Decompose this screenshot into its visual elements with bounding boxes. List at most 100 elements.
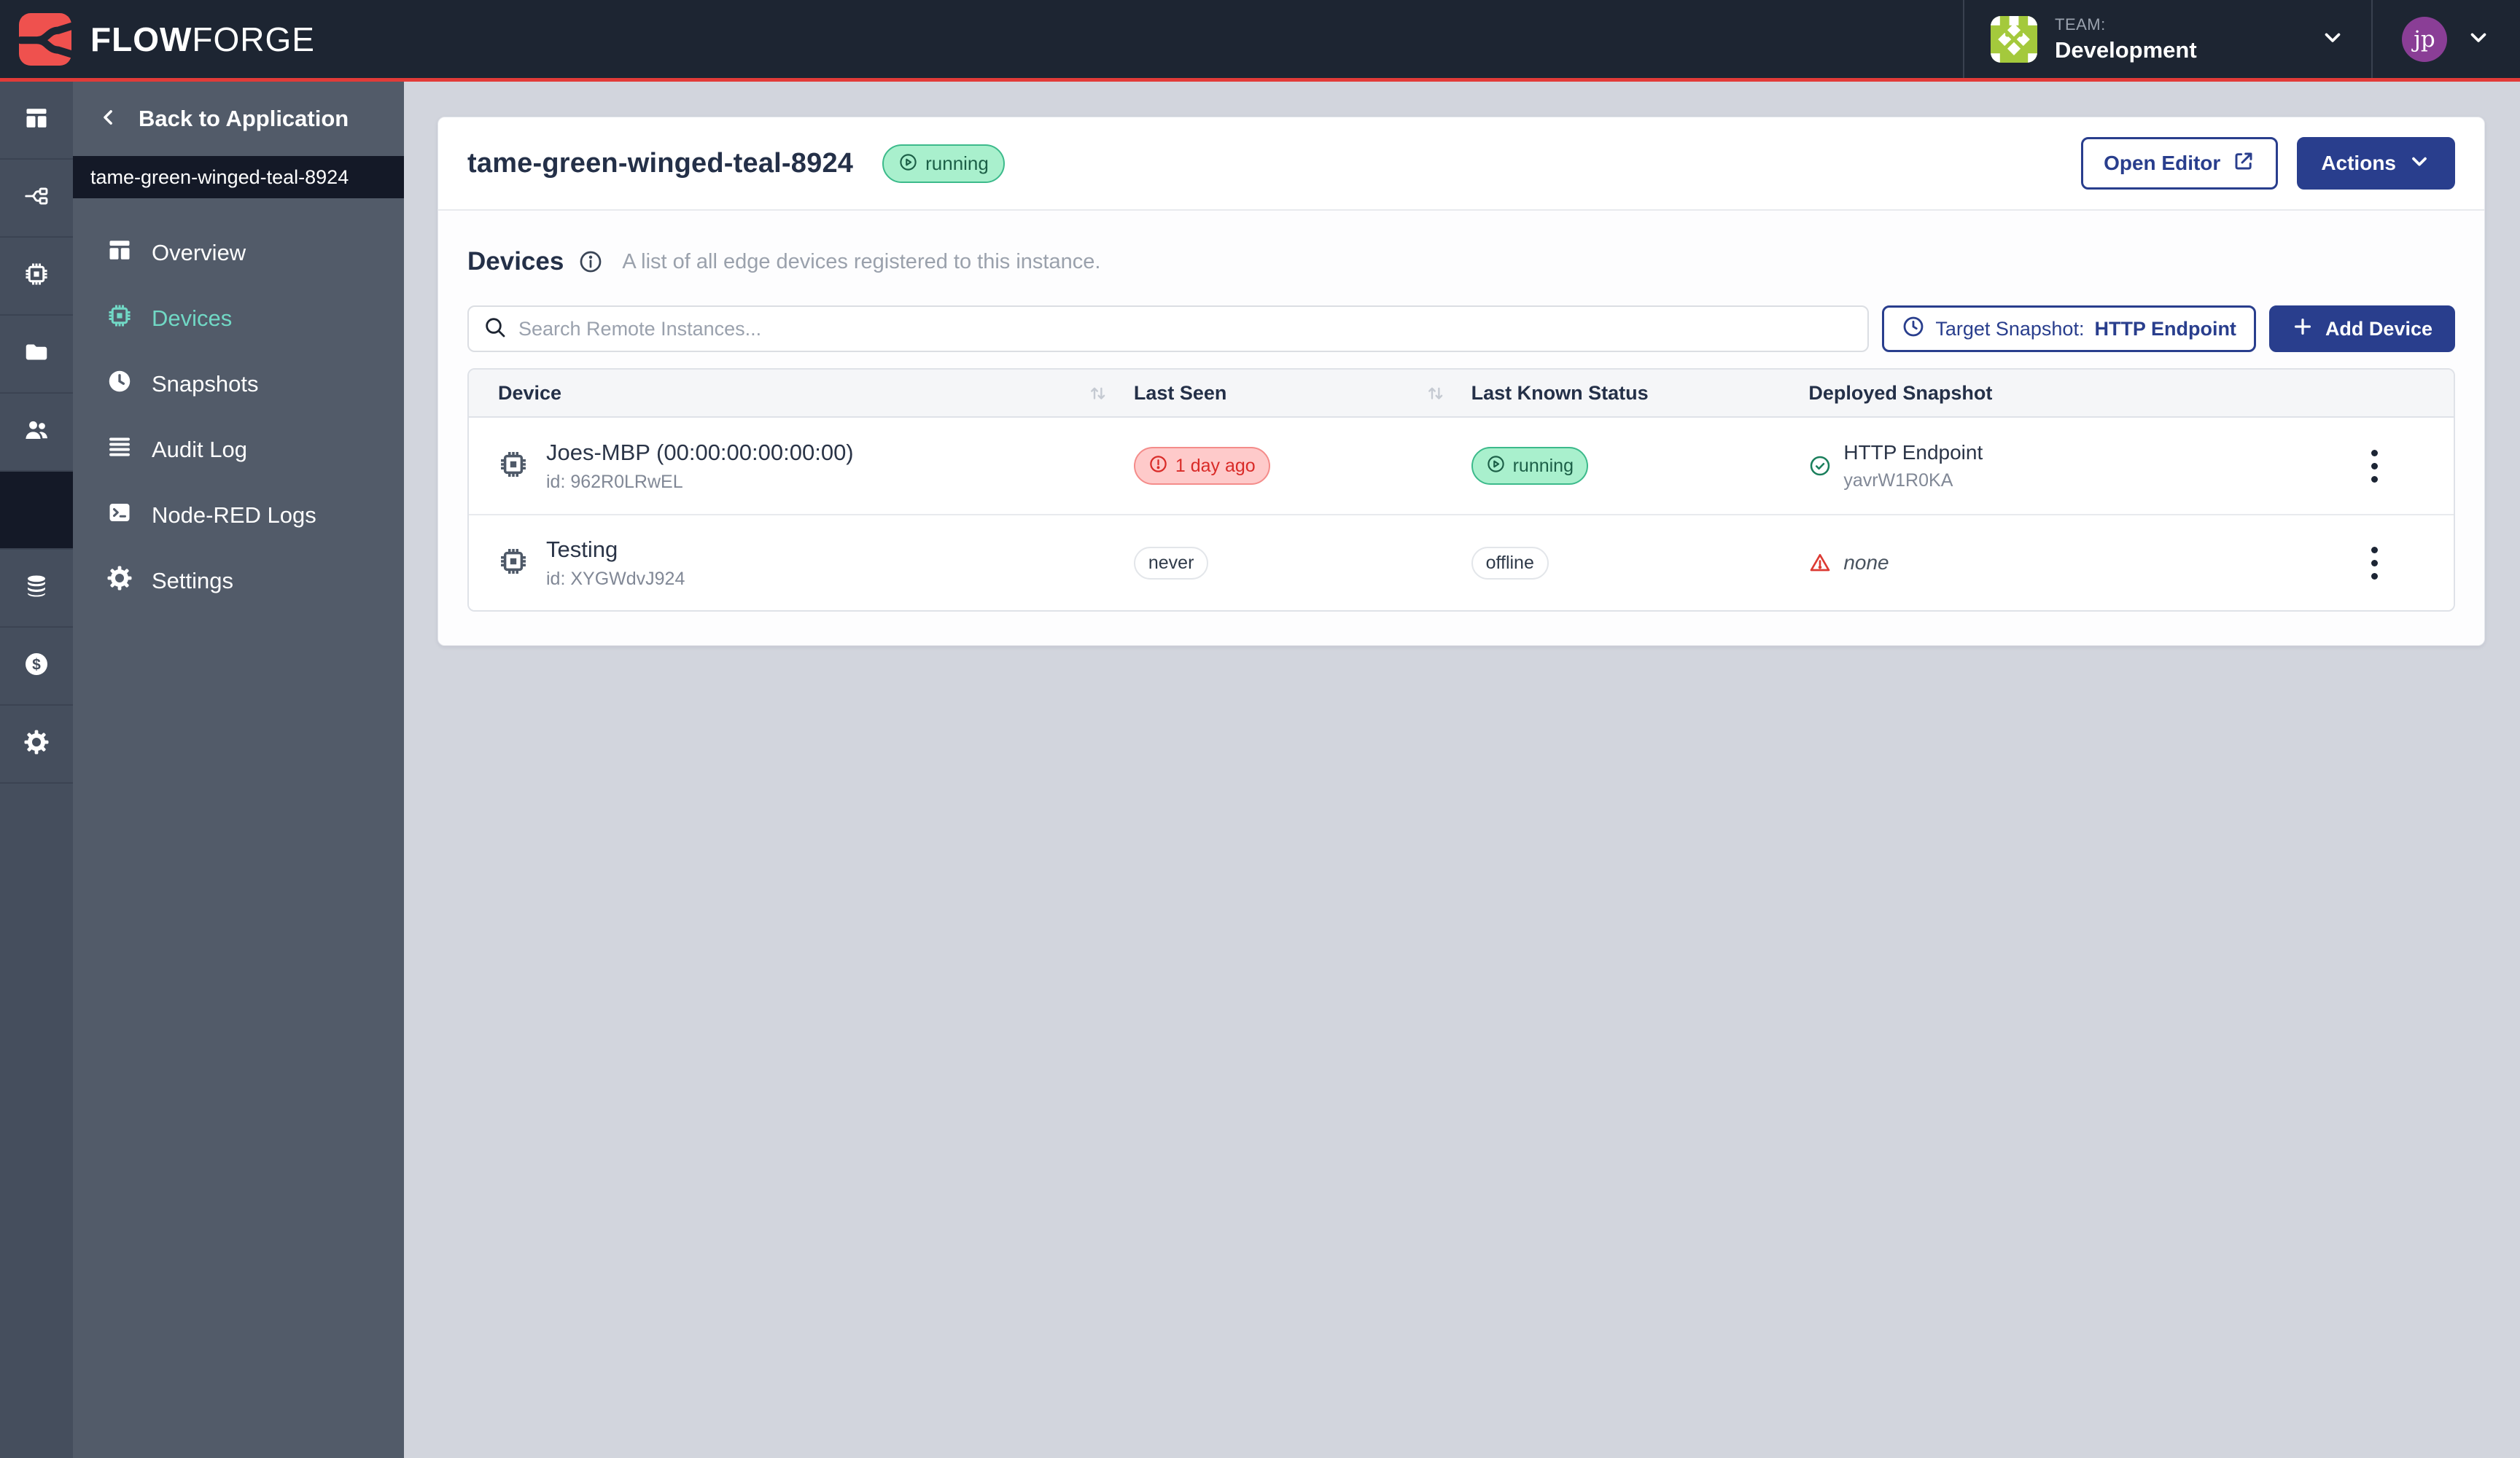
team-selector[interactable]: TEAM: Development — [1963, 0, 2371, 78]
page-title: tame-green-winged-teal-8924 — [467, 147, 854, 179]
header-actions: Open Editor Actions — [2081, 137, 2455, 190]
svg-text:$: $ — [32, 657, 41, 674]
sidebar-item-snapshots[interactable]: Snapshots — [73, 351, 404, 417]
user-menu[interactable]: jp — [2371, 0, 2520, 78]
list-lines-icon — [106, 434, 133, 466]
sidebar-item-node-red-logs[interactable]: Node-RED Logs — [73, 483, 404, 548]
instance-status-badge: running — [882, 144, 1005, 183]
brand-name-light: FORGE — [192, 20, 315, 58]
add-device-label: Add Device — [2325, 317, 2432, 340]
team-name: Development — [2055, 36, 2197, 63]
chip-icon — [23, 261, 50, 291]
actions-button[interactable]: Actions — [2297, 137, 2455, 190]
rail-selected-cell[interactable] — [0, 472, 73, 550]
terminal-icon — [106, 499, 133, 531]
devices-description: A list of all edge devices registered to… — [622, 249, 1101, 273]
device-name: Testing — [546, 536, 618, 562]
back-to-application[interactable]: Back to Application — [73, 82, 404, 156]
users-icon — [23, 417, 50, 447]
sidebar-item-devices[interactable]: Devices — [73, 286, 404, 351]
column-label: Deployed Snapshot — [1808, 381, 1993, 404]
chevron-left-icon — [98, 106, 120, 132]
plus-icon — [2292, 316, 2314, 343]
row-menu-kebab-icon[interactable] — [2361, 440, 2388, 493]
open-editor-label: Open Editor — [2104, 152, 2221, 174]
sidebar-item-label: Devices — [152, 305, 233, 331]
sidebar: Back to Application tame-green-winged-te… — [73, 82, 404, 1458]
pipeline-icon — [23, 183, 50, 213]
clock-icon — [1902, 315, 1925, 343]
grid-icon — [106, 237, 133, 269]
project-name: tame-green-winged-teal-8924 — [90, 165, 349, 188]
add-device-button[interactable]: Add Device — [2268, 305, 2455, 352]
column-header-status: Last Known Status — [1471, 382, 1809, 405]
top-navbar: FLOW FORGE TEAM: Development jp — [0, 0, 2520, 82]
chevron-down-icon — [2320, 25, 2345, 53]
device-row[interactable]: Testing id: XYGWdvJ924 never — [469, 514, 2454, 610]
search-input[interactable] — [518, 317, 1854, 340]
last-seen-badge: never — [1133, 546, 1209, 580]
instance-header: tame-green-winged-teal-8924 running Open… — [438, 117, 2484, 211]
chip-icon — [106, 303, 133, 335]
rail-instances-item[interactable] — [0, 160, 73, 238]
devices-table: Device Last Seen Last Known Status — [467, 368, 2455, 612]
column-label: Last Known Status — [1471, 381, 1649, 404]
rail-overview-item[interactable] — [0, 82, 73, 160]
user-avatar: jp — [2402, 16, 2447, 62]
team-avatar — [1991, 15, 2037, 63]
check-circle-icon — [1808, 454, 1832, 477]
sort-icon[interactable] — [1425, 382, 1447, 404]
target-snapshot-label: Target Snapshot: — [1935, 317, 2085, 340]
team-label: TEAM: — [2055, 15, 2106, 34]
rail-team-members-item[interactable] — [0, 394, 73, 472]
chip-icon — [498, 546, 529, 580]
devices-table-header: Device Last Seen Last Known Status — [469, 370, 2454, 418]
rail-storage-item[interactable] — [0, 550, 73, 628]
devices-section: Devices A list of all edge devices regis… — [438, 211, 2484, 645]
sidebar-item-settings[interactable]: Settings — [73, 548, 404, 614]
app-shell: $ Back to Application tame-green-winged-… — [0, 82, 2520, 1458]
gear-icon — [23, 729, 50, 759]
sidebar-item-label: Node-RED Logs — [152, 502, 316, 528]
back-label: Back to Application — [139, 106, 349, 131]
rail-applications-item[interactable] — [0, 316, 73, 394]
snapshot-name: none — [1843, 551, 1889, 574]
rail-filler — [0, 784, 73, 1458]
brand[interactable]: FLOW FORGE — [0, 12, 315, 66]
row-menu-kebab-icon[interactable] — [2361, 537, 2388, 590]
devices-heading: Devices — [467, 247, 564, 276]
device-name: Joes-MBP (00:00:00:00:00:00) — [546, 439, 854, 465]
snapshot-name: HTTP Endpoint — [1843, 440, 1983, 464]
target-snapshot-button[interactable]: Target Snapshot: HTTP Endpoint — [1882, 305, 2256, 352]
column-header-last-seen: Last Seen — [1134, 382, 1471, 405]
sort-icon[interactable] — [1087, 382, 1109, 404]
sidebar-item-overview[interactable]: Overview — [73, 220, 404, 286]
actions-label: Actions — [2321, 152, 2396, 174]
column-label: Device — [498, 381, 562, 404]
sidebar-item-audit-log[interactable]: Audit Log — [73, 417, 404, 483]
device-id: id: XYGWdvJ924 — [546, 568, 685, 589]
flowforge-logo-icon — [19, 12, 71, 66]
rail-settings-item[interactable] — [0, 706, 73, 784]
snapshot-id: yavrW1R0KA — [1843, 469, 1953, 491]
clock-icon — [106, 368, 133, 400]
last-seen-badge: 1 day ago — [1133, 447, 1270, 485]
grid-icon — [23, 105, 50, 135]
rail-devices-item[interactable] — [0, 238, 73, 316]
column-header-device: Device — [469, 382, 1134, 405]
team-texts: TEAM: Development — [2055, 15, 2197, 63]
status-text: running — [1512, 455, 1574, 476]
sidebar-item-label: Audit Log — [152, 437, 247, 462]
brand-name-bold: FLOW — [90, 20, 192, 58]
search-icon — [483, 316, 507, 343]
device-cell: Joes-MBP (00:00:00:00:00:00) id: 962R0LR… — [498, 440, 854, 493]
device-row[interactable]: Joes-MBP (00:00:00:00:00:00) id: 962R0LR… — [469, 418, 2454, 514]
open-editor-button[interactable]: Open Editor — [2081, 137, 2279, 190]
sidebar-item-label: Snapshots — [152, 371, 259, 397]
rail-billing-item[interactable]: $ — [0, 628, 73, 706]
column-label: Last Seen — [1133, 381, 1227, 404]
project-name-band: tame-green-winged-teal-8924 — [73, 156, 404, 198]
gear-icon — [106, 565, 133, 597]
warning-triangle-icon — [1808, 551, 1832, 574]
sidebar-item-label: Overview — [152, 240, 246, 265]
